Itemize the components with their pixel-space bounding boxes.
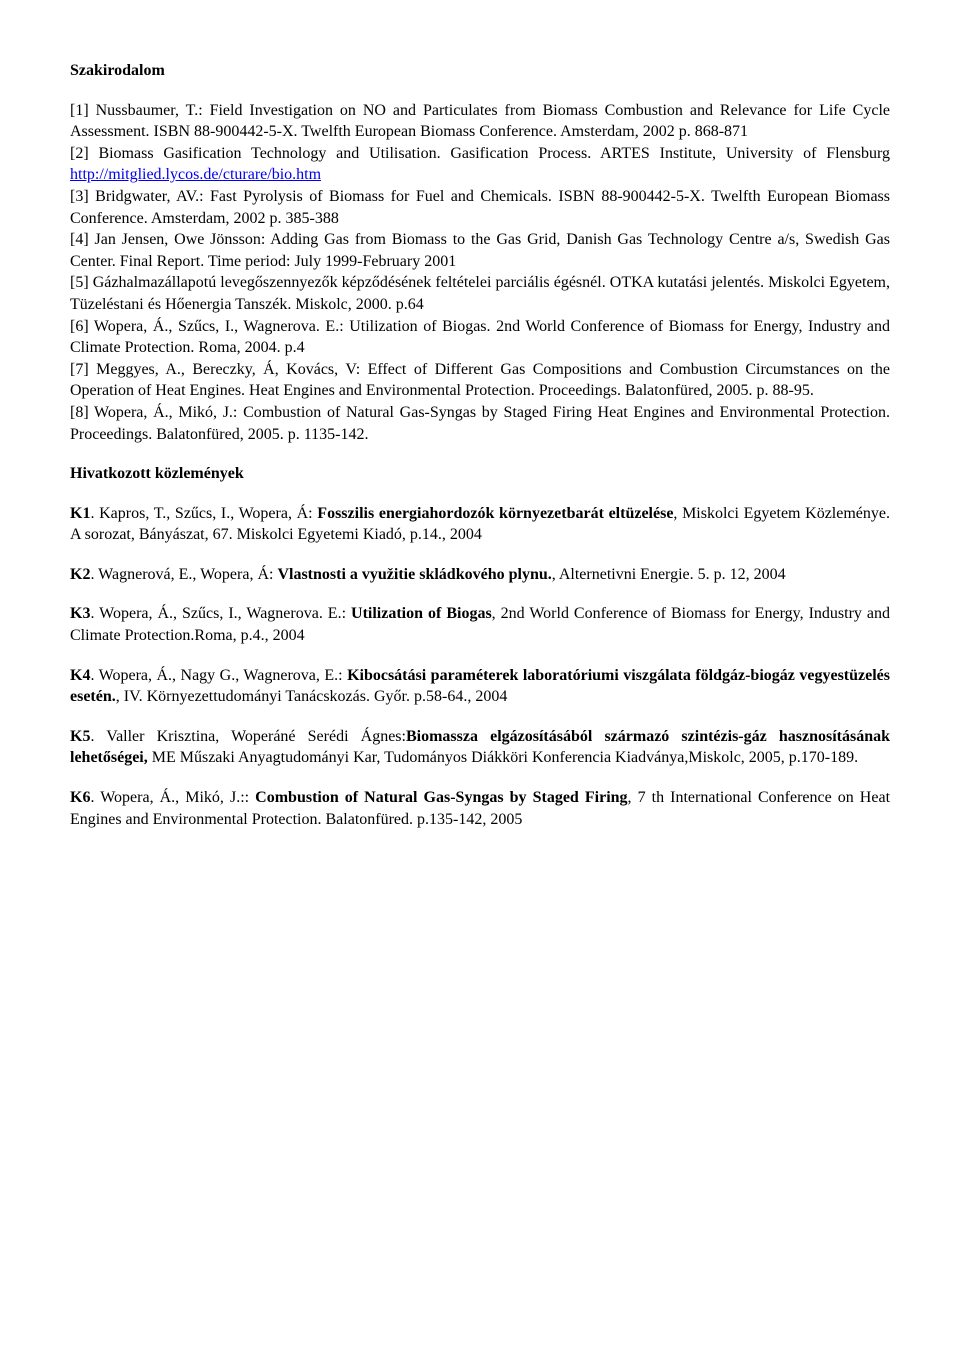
citation-k6: K6. Wopera, Á., Mikó, J.:: Combustion of…	[70, 787, 890, 830]
reference-text: [2] Biomass Gasification Technology and …	[70, 145, 890, 162]
citation-k1: K1. Kapros, T., Szűcs, I., Wopera, Á: Fo…	[70, 503, 890, 546]
reference-item: [7] Meggyes, A., Bereczky, Á, Kovács, V:…	[70, 359, 890, 402]
reference-item: [1] Nussbaumer, T.: Field Investigation …	[70, 100, 890, 143]
citation-label: K4	[70, 667, 90, 684]
citation-text: . Wopera, Á., Szűcs, I., Wagnerova. E.:	[90, 605, 351, 622]
reference-item: [3] Bridgwater, AV.: Fast Pyrolysis of B…	[70, 186, 890, 229]
citation-text: , IV. Környezettudományi Tanácskozás. Gy…	[116, 688, 508, 705]
citation-k2: K2. Wagnerová, E., Wopera, Á: Vlastnosti…	[70, 564, 890, 586]
citation-text: . Wopera, Á., Nagy G., Wagnerova, E.:	[90, 667, 347, 684]
citation-text: . Valler Krisztina, Woperáné Serédi Ágne…	[90, 728, 406, 745]
citation-text: . Wagnerová, E., Wopera, Á:	[90, 566, 277, 583]
citation-title: Fosszilis energiahordozók környezetbarát…	[317, 505, 673, 522]
citation-k4: K4. Wopera, Á., Nagy G., Wagnerova, E.: …	[70, 665, 890, 708]
citation-k3: K3. Wopera, Á., Szűcs, I., Wagnerova. E.…	[70, 603, 890, 646]
citation-title: Combustion of Natural Gas-Syngas by Stag…	[255, 789, 627, 806]
reference-list: [1] Nussbaumer, T.: Field Investigation …	[70, 100, 890, 446]
citation-k5: K5. Valler Krisztina, Woperáné Serédi Ág…	[70, 726, 890, 769]
reference-item: [5] Gázhalmazállapotú levegőszennyezők k…	[70, 272, 890, 315]
citation-title: Vlastnosti a využitie skládkového plynu.	[277, 566, 551, 583]
citation-text: , Alternetivni Energie. 5. p. 12, 2004	[552, 566, 786, 583]
reference-item: [8] Wopera, Á., Mikó, J.: Combustion of …	[70, 402, 890, 445]
reference-link[interactable]: http://mitglied.lycos.de/cturare/bio.htm	[70, 166, 321, 183]
citation-label: K2	[70, 566, 90, 583]
section-heading-hivatkozott: Hivatkozott közlemények	[70, 463, 890, 485]
citation-label: K6	[70, 789, 90, 806]
reference-item: [6] Wopera, Á., Szűcs, I., Wagnerova. E.…	[70, 316, 890, 359]
reference-item: [4] Jan Jensen, Owe Jönsson: Adding Gas …	[70, 229, 890, 272]
citation-text: ME Műszaki Anyagtudományi Kar, Tudományo…	[148, 749, 858, 766]
citation-text: . Kapros, T., Szűcs, I., Wopera, Á:	[90, 505, 317, 522]
citation-label: K1	[70, 505, 90, 522]
citation-label: K5	[70, 728, 90, 745]
citation-label: K3	[70, 605, 90, 622]
section-heading-szakirodalom: Szakirodalom	[70, 60, 890, 82]
citation-text: . Wopera, Á., Mikó, J.::	[90, 789, 255, 806]
citation-title: Utilization of Biogas	[351, 605, 492, 622]
reference-item: [2] Biomass Gasification Technology and …	[70, 143, 890, 186]
